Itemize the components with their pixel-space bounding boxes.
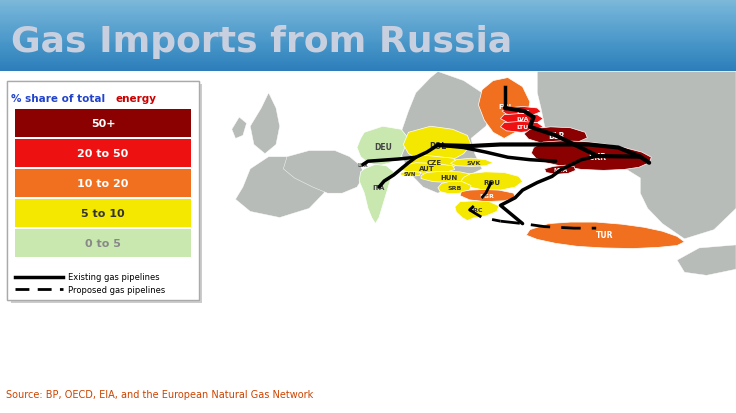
Polygon shape	[358, 164, 368, 167]
Text: energy: energy	[116, 93, 157, 104]
Text: LVA: LVA	[517, 117, 528, 122]
Bar	[15, 170, 191, 198]
Text: SRB: SRB	[447, 186, 462, 191]
Bar	[15, 200, 191, 228]
Text: SVK: SVK	[466, 161, 481, 166]
Text: GRC: GRC	[469, 207, 484, 212]
Text: UKR: UKR	[589, 152, 606, 161]
Bar	[15, 109, 191, 138]
Text: TUR: TUR	[596, 231, 614, 240]
Text: MDA: MDA	[553, 168, 568, 173]
Text: Proposed gas pipelines: Proposed gas pipelines	[68, 285, 165, 294]
Text: BGR: BGR	[480, 194, 495, 199]
Text: 10 to 20: 10 to 20	[77, 179, 129, 189]
Text: CZE: CZE	[427, 159, 442, 166]
Polygon shape	[438, 182, 471, 194]
Text: ITA: ITA	[373, 185, 385, 191]
Polygon shape	[359, 165, 394, 224]
Polygon shape	[531, 142, 651, 171]
Text: DEU: DEU	[374, 142, 392, 151]
Polygon shape	[500, 114, 543, 124]
Polygon shape	[399, 164, 455, 174]
Text: AUT: AUT	[419, 166, 435, 172]
Text: 0 to 5: 0 to 5	[85, 239, 121, 249]
Polygon shape	[250, 93, 280, 154]
Text: ROU: ROU	[483, 179, 500, 185]
Polygon shape	[526, 223, 684, 249]
Text: % share of total: % share of total	[11, 93, 109, 104]
Text: consumption, 2012: consumption, 2012	[50, 112, 163, 122]
Text: 5 to 10: 5 to 10	[81, 209, 125, 219]
Text: LTU: LTU	[517, 125, 528, 130]
Bar	[7, 81, 199, 300]
Polygon shape	[236, 157, 331, 218]
Polygon shape	[283, 151, 364, 194]
Polygon shape	[524, 128, 587, 145]
Text: BLR: BLR	[548, 131, 565, 140]
Polygon shape	[400, 172, 421, 177]
Text: 20 to 50: 20 to 50	[77, 149, 129, 159]
Bar	[11, 84, 202, 303]
Text: HUN: HUN	[440, 175, 458, 180]
Polygon shape	[500, 122, 543, 133]
Polygon shape	[460, 190, 515, 202]
Polygon shape	[545, 166, 576, 175]
Text: EST: EST	[516, 109, 529, 114]
Polygon shape	[460, 173, 523, 191]
Bar	[15, 140, 191, 168]
Polygon shape	[537, 72, 736, 239]
Polygon shape	[421, 172, 478, 183]
Polygon shape	[401, 72, 493, 194]
Polygon shape	[478, 78, 530, 139]
Text: LUX: LUX	[358, 163, 368, 168]
Text: FIN: FIN	[498, 104, 512, 110]
Polygon shape	[403, 127, 471, 164]
Polygon shape	[232, 118, 247, 139]
Bar	[15, 230, 191, 258]
Polygon shape	[677, 245, 736, 275]
Text: 50+: 50+	[91, 119, 116, 128]
Polygon shape	[357, 127, 408, 166]
Text: Gas Imports from Russia: Gas Imports from Russia	[11, 25, 512, 59]
Text: POL: POL	[429, 141, 447, 150]
Text: Existing gas pipelines: Existing gas pipelines	[68, 273, 159, 282]
Polygon shape	[502, 107, 541, 116]
Polygon shape	[408, 156, 460, 169]
Polygon shape	[455, 201, 499, 221]
Text: Source: BP, OECD, EIA, and the European Natural Gas Network: Source: BP, OECD, EIA, and the European …	[6, 389, 313, 399]
Text: SVN: SVN	[404, 172, 416, 177]
Bar	[7, 81, 199, 300]
Polygon shape	[450, 159, 493, 167]
